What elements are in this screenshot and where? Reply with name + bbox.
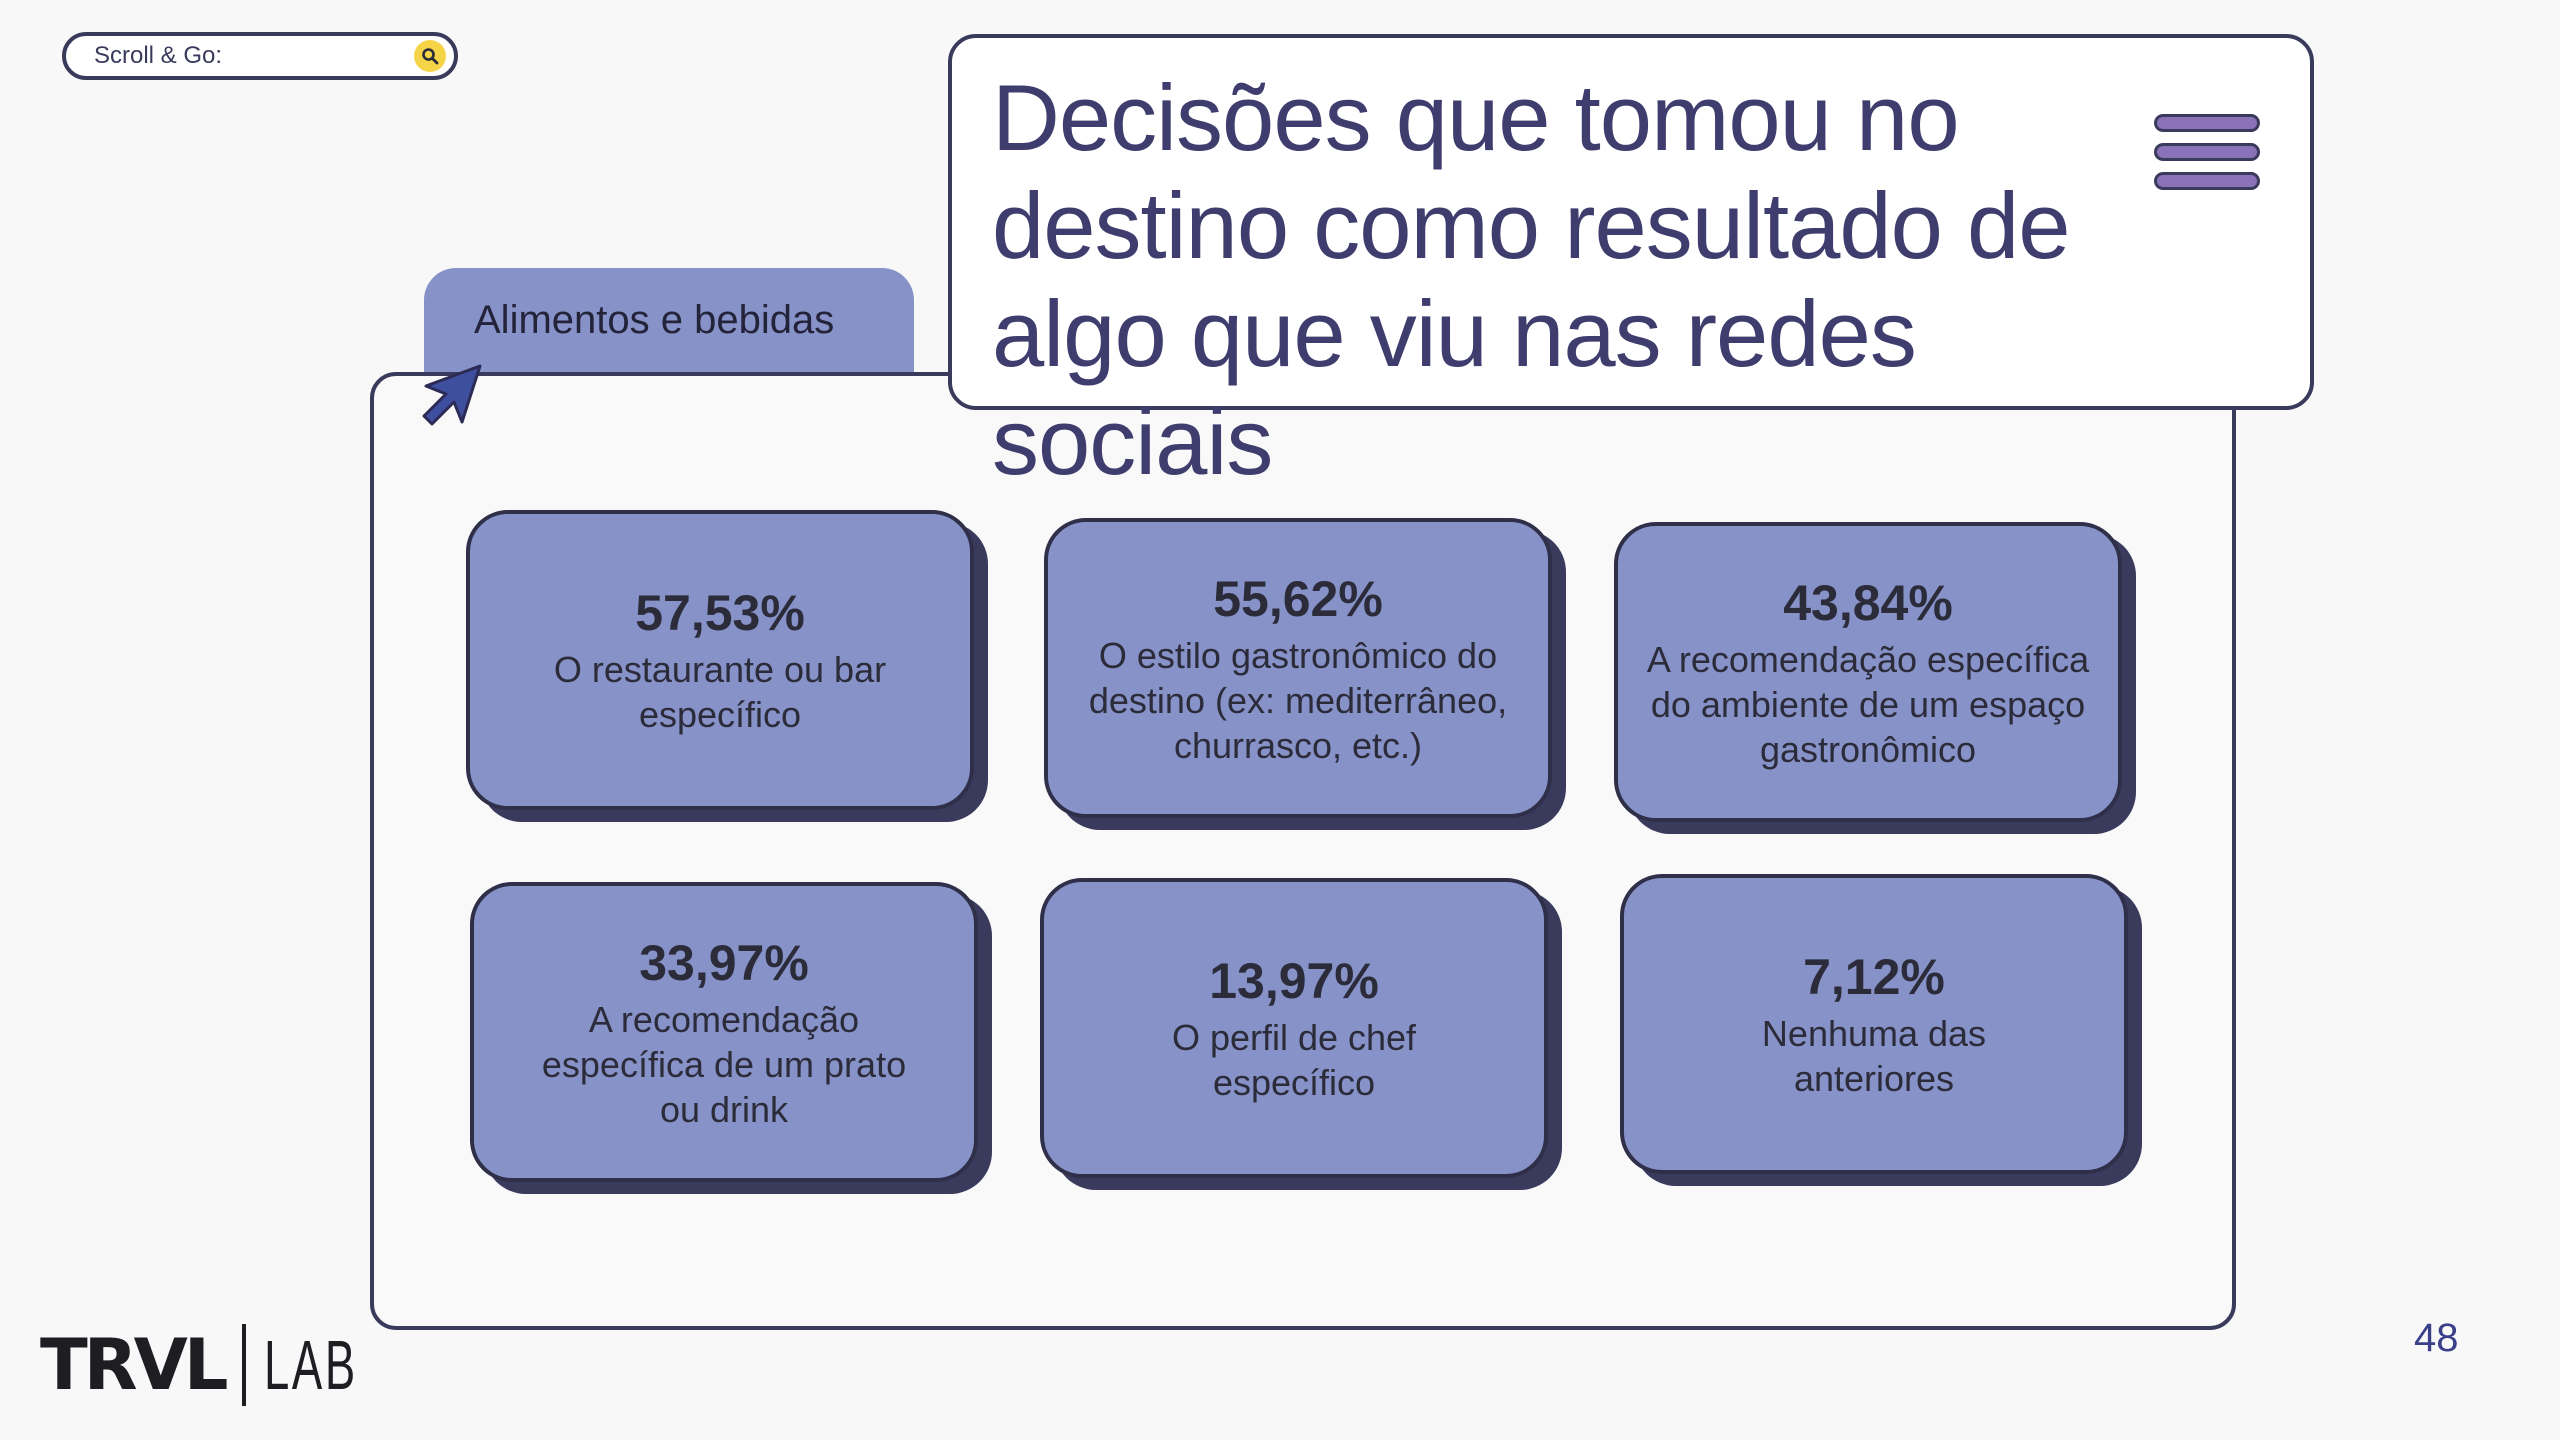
logo-secondary: LAB: [264, 1326, 359, 1404]
stat-label: A recomendação específica do ambiente de…: [1646, 638, 2090, 770]
search-label: Scroll & Go:: [94, 42, 223, 69]
menu-bar: [2154, 172, 2260, 190]
stat-value: 7,12%: [1803, 949, 1945, 1005]
stat-card: 57,53% O restaurante ou bar específico: [466, 510, 974, 810]
search-bar[interactable]: Scroll & Go:: [62, 32, 458, 80]
stat-card: 33,97% A recomendação específica de um p…: [470, 882, 978, 1182]
stat-value: 13,97%: [1209, 953, 1379, 1009]
stat-label: O estilo gastronômico do destino (ex: me…: [1088, 634, 1508, 766]
title-box: Decisões que tomou no destino como resul…: [948, 34, 2314, 494]
stat-label: O perfil de chef específico: [1171, 1017, 1417, 1103]
page-number: 48: [2414, 1316, 2459, 1360]
menu-icon[interactable]: [2154, 114, 2260, 190]
stat-label: O restaurante ou bar específico: [553, 649, 887, 735]
stat-value: 33,97%: [639, 934, 809, 991]
logo-primary: TRVL: [40, 1324, 228, 1406]
stat-card: 13,97% O perfil de chef específico: [1040, 878, 1548, 1178]
stat-card: 43,84% A recomendação específica do ambi…: [1614, 522, 2122, 822]
stat-value: 43,84%: [1783, 574, 1953, 631]
stat-label: A recomendação específica de um prato ou…: [541, 998, 907, 1130]
category-tab-label: Alimentos e bebidas: [474, 298, 835, 342]
stat-label: Nenhuma das anteriores: [1761, 1013, 1987, 1099]
stat-value: 57,53%: [635, 585, 805, 641]
search-button[interactable]: [414, 40, 446, 72]
stat-card: 55,62% O estilo gastronômico do destino …: [1044, 518, 1552, 818]
brand-logo: TRVL LAB: [40, 1320, 409, 1410]
menu-bar: [2154, 143, 2260, 161]
category-tab[interactable]: Alimentos e bebidas: [424, 268, 914, 378]
stat-value: 55,62%: [1213, 570, 1383, 627]
menu-bar: [2154, 114, 2260, 132]
stat-card: 7,12% Nenhuma das anteriores: [1620, 874, 2128, 1174]
page-title: Decisões que tomou no destino como resul…: [992, 65, 2071, 494]
cursor-arrow-icon: [422, 364, 482, 426]
logo-divider: [242, 1324, 247, 1406]
search-icon: [422, 48, 439, 65]
